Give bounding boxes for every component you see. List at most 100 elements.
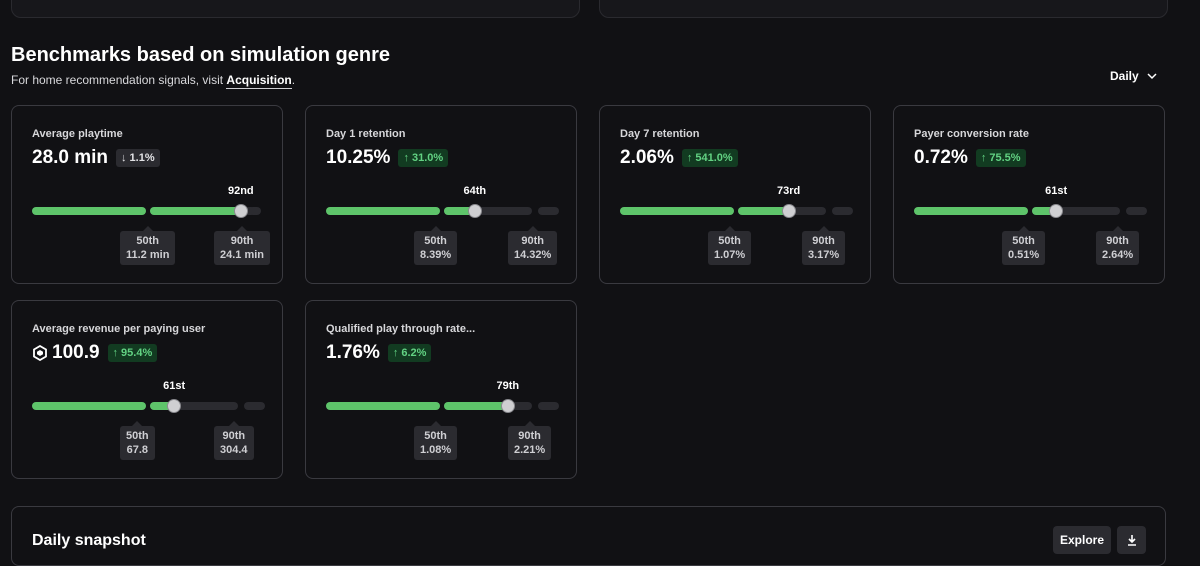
tick-pointer bbox=[524, 421, 535, 426]
change-badge: ↑ 31.0% bbox=[398, 149, 449, 167]
metric-label: Average revenue per paying user bbox=[32, 323, 206, 335]
subtitle-suffix: . bbox=[291, 73, 296, 87]
benchmark-bar-high bbox=[832, 207, 853, 215]
tick-value: 0.51% bbox=[1008, 249, 1040, 261]
benchmark-bar-low bbox=[326, 402, 440, 410]
benchmark-bar-fill bbox=[444, 402, 508, 410]
benchmark-bar-high bbox=[538, 402, 559, 410]
benchmark-bar-low bbox=[914, 207, 1028, 215]
benchmark-bar-high bbox=[248, 207, 261, 215]
metric-card: Average playtime 28.0 min ↓ 1.1% 92nd 50th 11.… bbox=[11, 105, 283, 284]
download-icon bbox=[1127, 535, 1136, 546]
change-value: 31.0% bbox=[411, 152, 444, 164]
tick-pointer bbox=[430, 226, 441, 231]
benchmark-bar-low bbox=[620, 207, 734, 215]
snapshot-title: Daily snapshot bbox=[32, 532, 146, 549]
previous-section-card-right bbox=[599, 0, 1168, 18]
explore-button[interactable]: Explore bbox=[1053, 526, 1111, 554]
chevron-down-icon bbox=[1147, 73, 1157, 80]
tick-label: 50th bbox=[126, 430, 149, 442]
percentile-marker bbox=[781, 204, 796, 218]
percentile-marker bbox=[467, 204, 482, 218]
tick-label: 50th bbox=[718, 235, 741, 247]
tick-label: 50th bbox=[1012, 235, 1035, 247]
tick-value: 24.1 min bbox=[220, 249, 265, 261]
benchmark-bar-fill bbox=[1032, 207, 1057, 215]
metric-value: 28.0 min bbox=[32, 147, 109, 168]
arrow-down-icon: ↓ bbox=[121, 152, 127, 164]
change-value: 75.5% bbox=[989, 152, 1021, 164]
change-badge: ↑ 95.4% bbox=[107, 344, 158, 362]
metric-card: Day 7 retention 2.06% ↑ 541.0% 73rd 50th 1.07%… bbox=[599, 105, 871, 284]
percentile-rank: 64th bbox=[463, 185, 487, 197]
tick-label: 50th bbox=[424, 430, 447, 442]
metric-label: Day 1 retention bbox=[326, 128, 406, 140]
percentile-rank: 61st bbox=[1045, 185, 1068, 197]
p50-tick: 50th 8.39% bbox=[414, 226, 458, 265]
period-dropdown[interactable]: Daily bbox=[1100, 66, 1167, 86]
arrow-up-icon: ↑ bbox=[686, 152, 693, 164]
tick-pointer bbox=[237, 226, 248, 231]
p90-tick: 90th 2.21% bbox=[508, 421, 552, 460]
tick-label: 90th bbox=[521, 235, 544, 247]
tick-pointer bbox=[724, 226, 735, 231]
download-button[interactable] bbox=[1117, 526, 1146, 554]
percentile-rank: 92nd bbox=[227, 185, 254, 197]
change-badge: ↑ 541.0% bbox=[681, 149, 738, 167]
metric-card: Day 1 retention 10.25% ↑ 31.0% 64th 50th 8.39%… bbox=[305, 105, 577, 284]
metric-value-row: 10.25% ↑ 31.0% bbox=[326, 147, 449, 169]
benchmark-bar-low bbox=[32, 207, 146, 215]
percentile-marker bbox=[1049, 204, 1064, 218]
change-value: 541.0% bbox=[695, 152, 733, 164]
tick-label: 90th bbox=[222, 430, 246, 442]
tick-value: 1.08% bbox=[420, 444, 452, 456]
tick-label: 90th bbox=[518, 430, 541, 442]
tick-pointer bbox=[1112, 226, 1123, 231]
tick-pointer bbox=[142, 226, 153, 231]
benchmark-bar-mid bbox=[150, 402, 238, 410]
p50-tick: 50th 1.08% bbox=[414, 421, 458, 460]
tick-pointer bbox=[228, 421, 239, 426]
daily-snapshot-card: Daily snapshot Explore bbox=[11, 506, 1166, 566]
tick-pointer bbox=[818, 226, 829, 231]
subtitle-text: For home recommendation signals, visit bbox=[11, 73, 227, 87]
change-badge: ↓ 1.1% bbox=[116, 149, 160, 167]
metric-value-row: 1.76% ↑ 6.2% bbox=[326, 342, 432, 364]
benchmark-bar-high bbox=[244, 402, 265, 410]
percentile-marker bbox=[500, 399, 515, 413]
p50-tick: 50th 1.07% bbox=[708, 226, 752, 265]
tick-value: 304.4 bbox=[220, 444, 248, 456]
metric-label: Qualified play through rate... bbox=[326, 323, 476, 335]
tick-label: 50th bbox=[424, 235, 447, 247]
tick-label: 90th bbox=[230, 235, 254, 247]
p90-tick: 90th 2.64% bbox=[1096, 226, 1140, 265]
arrow-up-icon: ↑ bbox=[112, 347, 119, 359]
percentile-marker bbox=[167, 399, 182, 413]
metric-value-row: 2.06% ↑ 541.0% bbox=[620, 147, 738, 169]
tick-label: 90th bbox=[1106, 235, 1129, 247]
benchmark-bar-fill bbox=[150, 207, 241, 215]
metric-value-row: 28.0 min ↓ 1.1% bbox=[32, 147, 160, 169]
tick-pointer bbox=[430, 421, 441, 426]
metric-value: 1.76% bbox=[326, 342, 380, 363]
benchmark-bar-mid bbox=[444, 207, 532, 215]
percentile-rank: 73rd bbox=[776, 185, 801, 197]
metric-label: Day 7 retention bbox=[620, 128, 700, 140]
metric-value: 2.06% bbox=[620, 147, 674, 168]
metric-card: Payer conversion rate 0.72% ↑ 75.5% 61st 50th… bbox=[893, 105, 1165, 284]
tick-value: 2.64% bbox=[1102, 249, 1134, 261]
tick-value: 11.2 min bbox=[126, 249, 170, 261]
benchmark-bar-low bbox=[326, 207, 440, 215]
metric-card: Average revenue per paying user 100.9 ↑ 95.… bbox=[11, 300, 283, 479]
p90-tick: 90th 304.4 bbox=[214, 421, 254, 460]
benchmark-bar-high bbox=[1126, 207, 1147, 215]
change-value: 1.1% bbox=[129, 152, 155, 164]
percentile-marker bbox=[233, 204, 248, 218]
tick-pointer bbox=[1018, 226, 1029, 231]
change-value: 95.4% bbox=[121, 347, 153, 359]
tick-pointer bbox=[527, 226, 538, 231]
p90-tick: 90th 14.32% bbox=[508, 226, 558, 265]
tick-value: 1.07% bbox=[714, 249, 746, 261]
benchmark-bar-low bbox=[32, 402, 146, 410]
acquisition-link[interactable]: Acquisition bbox=[226, 73, 292, 89]
